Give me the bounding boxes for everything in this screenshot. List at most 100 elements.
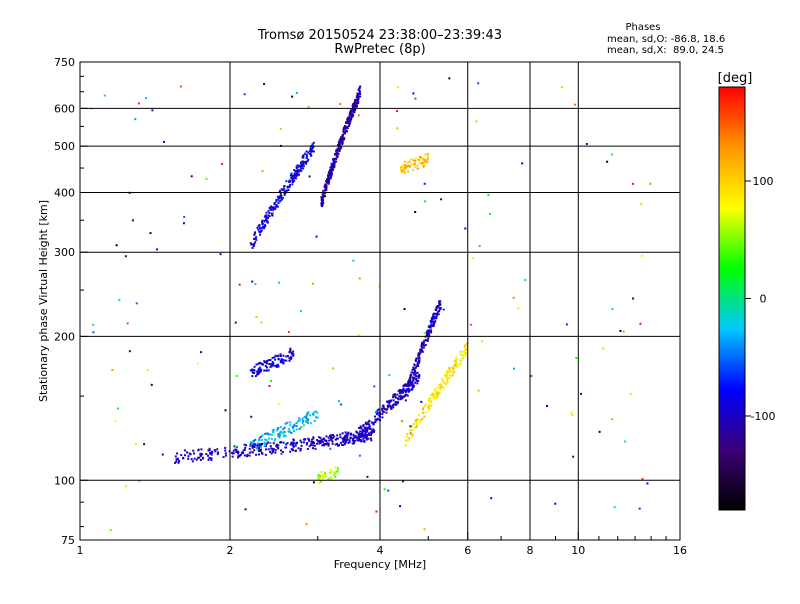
data-point: [323, 194, 326, 197]
data-point: [343, 132, 346, 135]
data-point: [245, 444, 248, 447]
data-point: [399, 389, 402, 392]
data-point: [291, 175, 294, 178]
data-point: [430, 399, 433, 402]
grid-lines: [80, 62, 680, 540]
data-point: [431, 319, 434, 322]
data-point: [321, 444, 324, 447]
data-point: [281, 451, 284, 454]
data-point: [175, 460, 178, 463]
data-point: [364, 430, 367, 433]
data-point: [279, 433, 282, 436]
noise-point: [488, 212, 491, 215]
data-point: [357, 95, 360, 98]
noise-point: [611, 418, 614, 421]
data-point: [407, 165, 410, 168]
data-point: [273, 206, 276, 209]
data-point: [312, 436, 315, 439]
noise-point: [243, 93, 246, 96]
data-point: [372, 422, 375, 425]
data-point: [438, 310, 441, 313]
data-point: [292, 181, 295, 184]
data-point: [300, 169, 303, 172]
data-point: [403, 389, 406, 392]
data-point: [253, 369, 256, 372]
data-point: [321, 477, 324, 480]
data-point: [411, 382, 414, 385]
data-point: [333, 166, 336, 169]
data-point: [424, 153, 427, 156]
data-point: [432, 396, 435, 399]
data-point: [330, 434, 333, 437]
data-point: [403, 171, 406, 174]
data-point: [344, 431, 347, 434]
noise-point: [144, 97, 147, 100]
data-point: [293, 423, 296, 426]
data-point: [289, 355, 292, 358]
data-point: [252, 443, 255, 446]
data-point: [241, 450, 244, 453]
data-point: [414, 381, 417, 384]
data-point: [264, 432, 267, 435]
data-point: [372, 430, 375, 433]
data-point: [459, 359, 462, 362]
data-point: [446, 376, 449, 379]
data-point: [307, 151, 310, 154]
data-point: [291, 174, 294, 177]
data-point: [305, 157, 308, 160]
data-point: [286, 189, 289, 192]
data-point: [274, 358, 277, 361]
data-point: [433, 321, 436, 324]
data-point: [270, 433, 273, 436]
data-point: [175, 458, 178, 461]
data-point: [261, 223, 264, 226]
data-point: [352, 108, 355, 111]
data-point: [418, 352, 421, 355]
data-point: [267, 216, 270, 219]
data-point: [346, 118, 349, 121]
data-point: [256, 226, 259, 229]
data-point: [253, 233, 256, 236]
data-point: [416, 164, 419, 167]
data-point: [368, 423, 371, 426]
data-point: [251, 369, 254, 372]
data-point: [259, 233, 262, 236]
noise-point: [358, 454, 361, 457]
data-point: [426, 153, 429, 156]
data-point: [453, 359, 456, 362]
data-point: [417, 158, 420, 161]
data-point: [399, 396, 402, 399]
data-point: [334, 472, 337, 475]
data-point: [417, 360, 420, 363]
data-point: [296, 169, 299, 172]
noise-point: [179, 85, 182, 88]
data-point: [298, 419, 301, 422]
data-point: [336, 442, 339, 445]
data-point: [418, 356, 421, 359]
noise-point: [337, 400, 340, 403]
data-point: [222, 456, 225, 459]
data-point: [295, 166, 298, 169]
noise-point: [373, 385, 376, 388]
data-point: [359, 85, 362, 88]
data-point: [254, 231, 257, 234]
data-point: [277, 432, 280, 435]
data-point: [370, 421, 373, 424]
noise-point: [475, 120, 478, 123]
data-point: [328, 471, 331, 474]
data-point: [297, 173, 300, 176]
noise-point: [134, 118, 137, 121]
data-point: [415, 358, 418, 361]
data-point: [394, 401, 397, 404]
data-point: [454, 364, 457, 367]
data-point: [261, 219, 264, 222]
data-point: [301, 156, 304, 159]
data-point: [390, 399, 393, 402]
data-point: [368, 433, 371, 436]
data-point: [414, 371, 417, 374]
data-point: [288, 180, 291, 183]
data-point: [423, 339, 426, 342]
data-point: [209, 452, 212, 455]
data-point: [331, 164, 334, 167]
data-point: [264, 445, 267, 448]
